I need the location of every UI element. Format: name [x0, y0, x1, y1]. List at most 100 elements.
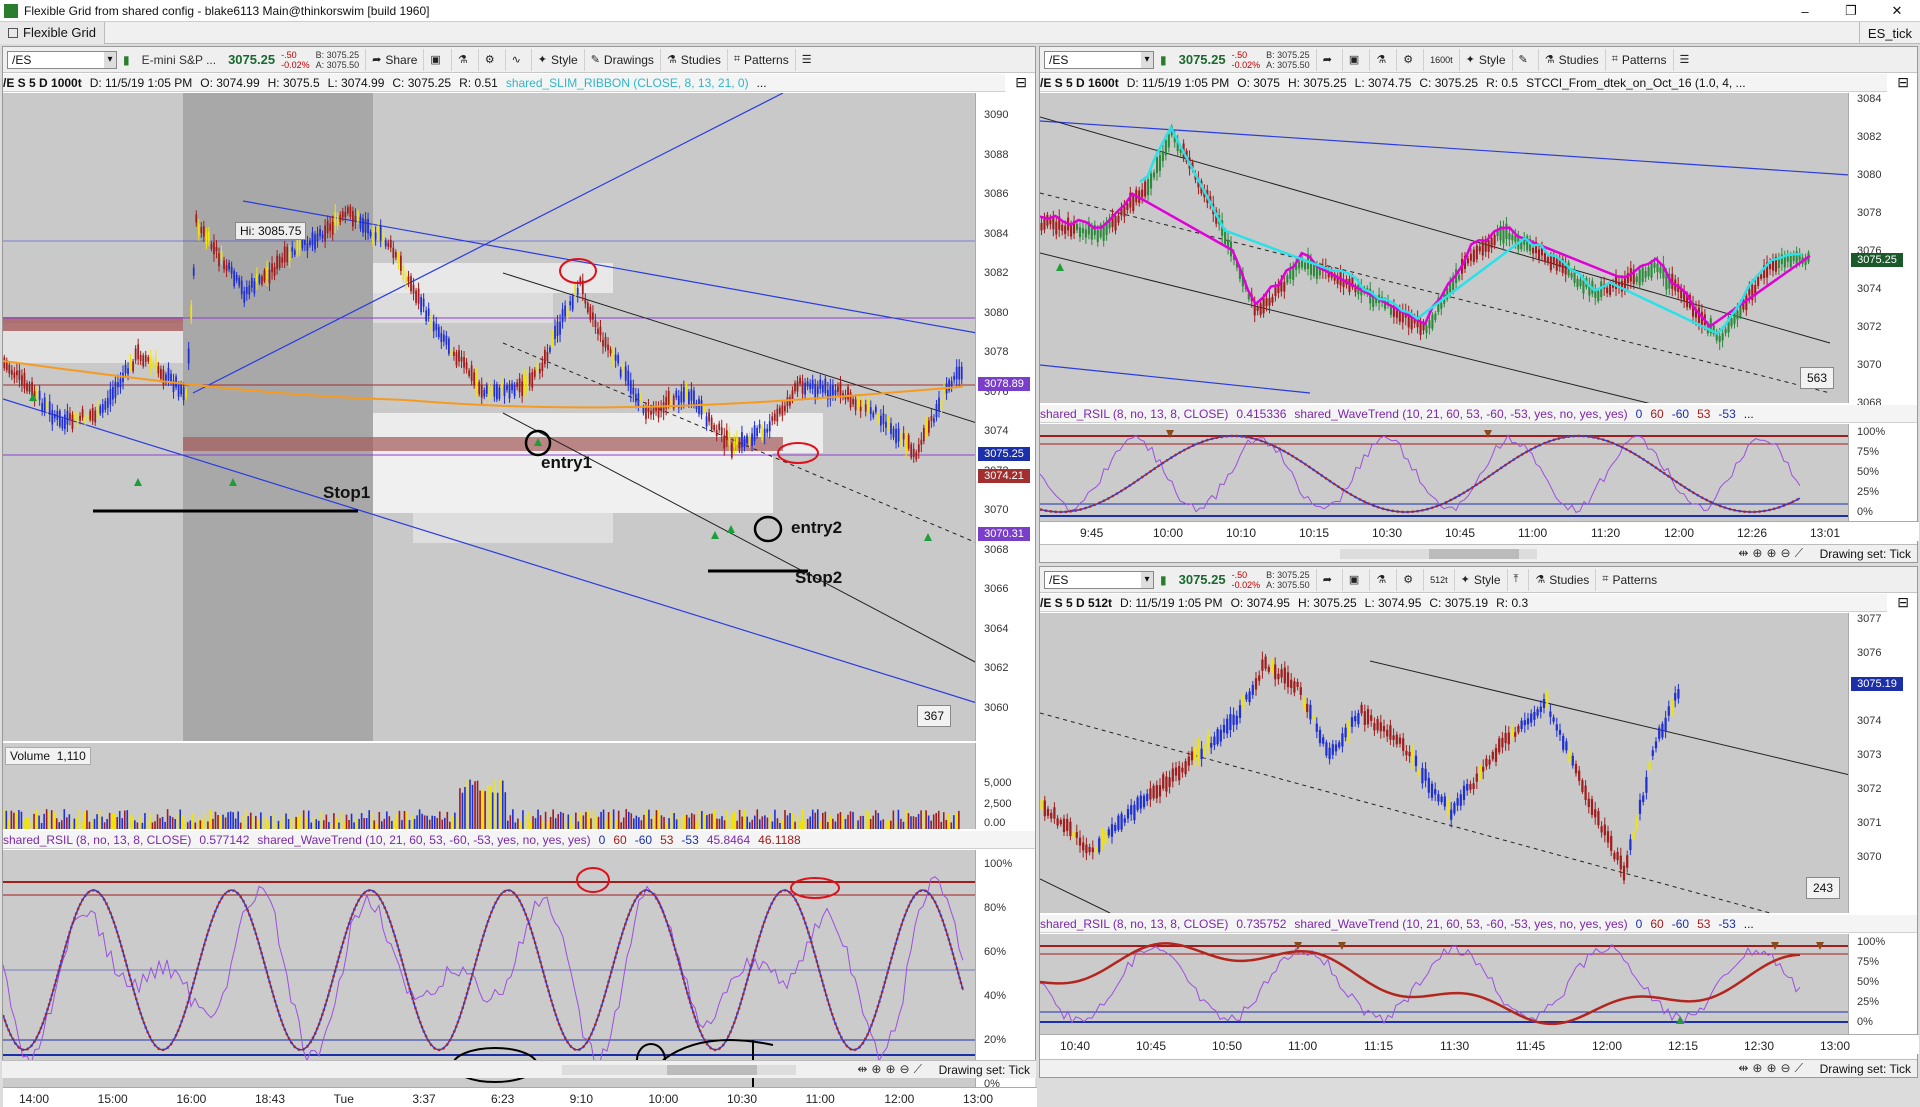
rsil-study-label[interactable]: shared_RSIL (8, no, 13, 8, CLOSE)	[3, 832, 192, 847]
flexible-grid-tab[interactable]: Flexible Grid	[0, 21, 105, 44]
collapse-icon[interactable]: ⊟	[1897, 74, 1909, 90]
left-price-axis[interactable]: 3090308830863084308230803078307630743072…	[975, 93, 1035, 741]
stcci-study-label[interactable]: STCCI_From_dtek_on_Oct_16 (1.0, 4, ...	[1526, 75, 1746, 90]
drawing-set-label[interactable]: Drawing set: Tick	[1819, 547, 1911, 561]
symbol-selector[interactable]: /ES	[1044, 50, 1154, 69]
symbol-selector[interactable]: /ES	[1044, 570, 1154, 589]
drawing-set-label[interactable]: Drawing set: Tick	[1819, 1062, 1911, 1076]
volume-bar	[113, 813, 116, 829]
right-top-price-axis[interactable]: 3084 3082 3080 3078 3076 3074 3072 3070 3068 3075…	[1848, 93, 1917, 409]
right-bottom-price-axis[interactable]: 307730763075307430733072307130703075.19	[1848, 613, 1917, 913]
left-price-chart[interactable]: Hi: 3085.75 Stop1 entry1 entry2 Stop2 36…	[3, 93, 977, 741]
studies-button[interactable]: ⚗ Studies	[1528, 568, 1595, 591]
volume-bar	[900, 818, 902, 829]
style-button[interactable]: ✦ Style	[530, 48, 584, 71]
rt-candle-bar	[1626, 273, 1629, 283]
restore-button[interactable]: ❐	[1845, 3, 1857, 18]
settings-button[interactable]: ⚙	[1396, 568, 1423, 591]
left-oscillator-chart[interactable]	[3, 850, 977, 1087]
right-top-time-axis[interactable]: 9:45 10:00 10:10 10:15 10:30 10:45 11:00 11:20 1…	[1040, 521, 1919, 541]
right-bottom-time-axis[interactable]: 10:40 10:45 10:50 11:00 11:15 11:30 11:45 12:00…	[1040, 1034, 1919, 1054]
volume-bar	[8, 818, 10, 829]
bar-date: D: 11/5/19 1:05 PM	[89, 75, 193, 90]
collapse-icon[interactable]: ⊟	[1015, 74, 1027, 90]
left-volume-chart[interactable]: Volume 1,110	[3, 743, 977, 829]
aggregation-button[interactable]: 1600t	[1423, 48, 1459, 71]
flask-button[interactable]: ⚗	[450, 48, 478, 71]
left-candle-bar	[326, 220, 329, 234]
horizontal-scrollbar[interactable]	[1340, 549, 1537, 559]
left-candle-bar	[144, 355, 147, 363]
volume-bar	[348, 819, 350, 829]
wavetrend-study-label[interactable]: shared_WaveTrend (10, 21, 60, 53, -60, -…	[1294, 916, 1628, 931]
drawings-button[interactable]: ✎ Drawings	[583, 48, 660, 71]
style-button[interactable]: ✦ Style	[1453, 568, 1507, 591]
link-icon[interactable]: ▮	[1160, 572, 1167, 587]
rb-candle-bar	[1258, 675, 1261, 681]
link-icon[interactable]: ▮	[1160, 52, 1167, 67]
zoom-controls[interactable]: ⇹⊕⊕⊖⟋	[1738, 546, 1807, 560]
aggregation-button[interactable]: 512t	[1423, 568, 1454, 591]
es-tick-label[interactable]: ES_tick	[1858, 22, 1920, 44]
chart-type-button[interactable]: ∿	[504, 48, 531, 71]
right-top-price-chart[interactable]: 563	[1040, 93, 1850, 403]
left-time-axis[interactable]: 14:00 15:00 16:00 18:43 Tue 3:37 6:23 9:10 10:00…	[3, 1087, 1037, 1107]
rsil-study-label[interactable]: shared_RSIL (8, no, 13, 8, CLOSE)	[1040, 406, 1229, 421]
right-bottom-oscillator[interactable]	[1040, 934, 1850, 1034]
right-top-oscillator[interactable]	[1040, 424, 1850, 521]
minimize-button[interactable]: –	[1801, 3, 1809, 19]
studies-button[interactable]: ⚗ Studies	[659, 48, 727, 71]
rt-candle-bar	[1721, 333, 1724, 341]
symbol-selector[interactable]: /ES	[7, 50, 117, 69]
link-icon[interactable]: ▮	[123, 52, 130, 67]
left-candle-bar	[723, 435, 726, 449]
studies-button[interactable]: ⚗ Studies	[1537, 48, 1605, 71]
trendline	[1040, 120, 1850, 176]
close-button[interactable]: ✕	[1891, 3, 1903, 18]
settings-button[interactable]: ⚙	[477, 48, 505, 71]
rb-candle-bar	[1267, 666, 1270, 672]
ribbon-study-label[interactable]: shared_SLIM_RIBBON (CLOSE, 8, 13, 21, 0)	[505, 75, 749, 90]
left-candle-bar	[834, 389, 837, 395]
share-button[interactable]: ➦ Share	[365, 48, 423, 71]
rb-candle-bar	[1162, 774, 1165, 789]
rt-candle-bar	[1760, 274, 1763, 279]
right-bottom-price-chart[interactable]	[1040, 613, 1850, 913]
menu-button[interactable]: ☰	[794, 48, 822, 71]
more-label[interactable]: ...	[756, 75, 767, 90]
scroll-thumb[interactable]	[1428, 549, 1519, 559]
volume-bar	[738, 809, 741, 829]
rb-candle-bar	[1210, 742, 1213, 748]
collapse-icon[interactable]: ⊟	[1897, 594, 1909, 610]
patterns-button[interactable]: ⌗ Patterns	[726, 48, 795, 71]
snapshot-button[interactable]: ▣	[423, 48, 450, 71]
zoom-controls[interactable]: ⇹⊕⊕⊖⟋	[857, 1062, 926, 1076]
volume-bar	[421, 813, 423, 829]
menu-button[interactable]: ☰	[1672, 48, 1700, 71]
rt-candle-bar	[1283, 282, 1286, 292]
zoom-controls[interactable]: ⇹⊕⊕⊖⟋	[1738, 1061, 1807, 1075]
drawings-button[interactable]: ⤒	[1506, 568, 1529, 591]
patterns-button[interactable]: ⌗ Patterns	[1595, 568, 1663, 591]
rsil-study-label[interactable]: shared_RSIL (8, no, 13, 8, CLOSE)	[1040, 916, 1229, 931]
hand-drawn-stroke	[662, 1039, 774, 1061]
snapshot-button[interactable]: ▣	[1341, 568, 1369, 591]
flask-button[interactable]: ⚗	[1369, 48, 1396, 71]
drawings-button[interactable]: ✎	[1511, 48, 1538, 71]
settings-button[interactable]: ⚙	[1396, 48, 1423, 71]
scroll-thumb[interactable]	[667, 1065, 758, 1075]
share-button[interactable]: ➦	[1315, 568, 1342, 591]
volume-bar	[708, 813, 711, 829]
rt-candle-bar	[1318, 266, 1321, 276]
flask-button[interactable]: ⚗	[1369, 568, 1396, 591]
wavetrend-study-label[interactable]: shared_WaveTrend (10, 21, 60, 53, -60, -…	[1294, 406, 1628, 421]
last-price-tag: 3075.19	[1851, 677, 1903, 691]
style-button[interactable]: ✦ Style	[1458, 48, 1512, 71]
share-button[interactable]: ➦	[1315, 48, 1342, 71]
horizontal-scrollbar[interactable]	[562, 1065, 796, 1075]
snapshot-button[interactable]: ▣	[1341, 48, 1369, 71]
drawing-set-label[interactable]: Drawing set: Tick	[938, 1063, 1030, 1077]
volume-bar	[189, 820, 192, 829]
wavetrend-study-label[interactable]: shared_WaveTrend (10, 21, 60, 53, -60, -…	[257, 832, 591, 847]
patterns-button[interactable]: ⌗ Patterns	[1604, 48, 1673, 71]
